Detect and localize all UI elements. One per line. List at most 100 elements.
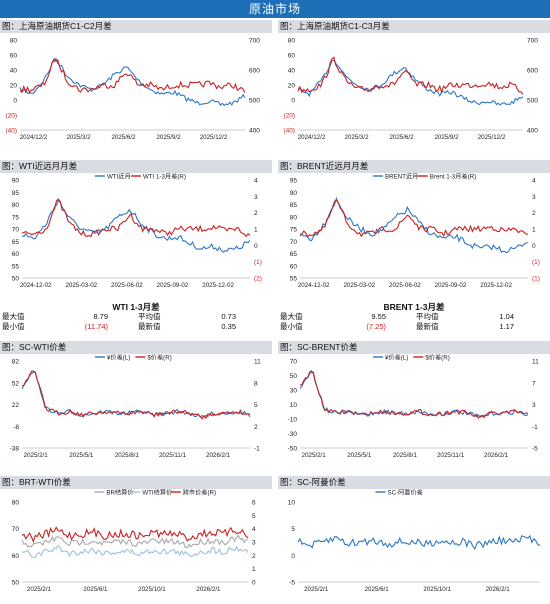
y-tick-label-left: 50 [290,373,298,380]
y-tick-label-right: 500 [527,98,538,105]
y-tick-label-right: 6 [252,500,256,507]
table-cell: 0.73 [221,312,236,321]
y-tick-label-right: 5 [252,513,256,520]
y-tick-label-right: 3 [252,540,256,547]
y-tick-label-left: 60 [12,251,20,258]
y-tick-label-right: 1 [532,227,536,234]
table-row: 最小值 (7.25) 最新值 1.17 [278,322,550,332]
x-tick-label: 2026/2/1 [206,452,231,459]
table-cell: 1.17 [499,322,514,331]
y-tick-label-right: 8 [254,380,258,387]
x-tick-label: 2026/2/1 [484,452,509,459]
table-cell: 最新值 [138,322,161,331]
table-row: 最小值 (11.74) 最新值 0.35 [0,322,272,332]
y-tick-label-right: 11 [532,359,539,366]
chart-sc-oman: 10 5 0 -5 2025/2/1 2025/6/1 2025/10/1 2026/2/1 S… [288,489,541,593]
table-cell: (7.25) [366,322,386,331]
table-cell: (11.74) [84,322,108,331]
y-tick-label-left: 90 [290,190,298,197]
legend-label: 跨市价差(R) [183,489,216,497]
table-cell: 9.55 [371,312,386,321]
y-tick-label-left: 85 [12,190,20,197]
y-tick-label-left: (20) [5,113,17,120]
x-tick-label: 2025/2/1 [302,452,327,459]
series-line [21,198,251,238]
y-tick-label-left: -50 [288,446,298,453]
y-tick-label-right: 400 [527,128,538,135]
y-tick-label-right: 2 [532,210,536,217]
x-tick-label: 2024/12/2 [298,134,326,141]
y-tick-label-left: 10 [288,500,296,507]
y-tick-label-right: 0 [532,243,536,250]
brent-table-title: BRENT 1-3月差 [383,302,445,312]
y-tick-label-left: 70 [12,227,20,234]
table-cell: 最小值 [2,322,25,331]
y-tick-label-right: 700 [527,38,538,45]
y-tick-label-left: 55 [290,276,298,283]
x-tick-label: 2026/2/1 [486,586,511,593]
y-tick-label-left: 20 [288,83,296,90]
x-tick-label: 2025-12-02 [202,282,234,289]
x-tick-label: 2025/8/1 [115,452,140,459]
y-tick-label-left: 0 [291,98,295,105]
table-cell: 平均值 [416,312,439,321]
table-cell: 平均值 [138,312,161,321]
y-tick-label-right: (2) [254,276,262,283]
x-tick-label: 2025/3/2 [344,134,369,141]
chart-sc-c1c3: 80 60 40 20 0 (20) (40) 700 600 500 400 2024/12/2 20… [283,38,538,142]
y-tick-label-left: 0 [291,553,295,560]
y-tick-label-left: 10 [290,402,298,409]
legend-label: Brent 1-3月差(R) [430,173,476,181]
y-tick-label-left: 80 [12,500,20,507]
x-tick-label: 2024-12-02 [298,282,330,289]
y-tick-label-left: 90 [12,178,20,185]
panel-title-sc-c1c2: 图：上海原油期货C1-C2月差 [0,20,272,33]
chart-wti-spread: 90 85 80 75 70 65 60 55 50 4 3 2 1 0 (1) (2) 2024-12-02 2… [12,173,262,290]
x-tick-label: 2024/12/2 [20,134,48,141]
x-tick-label: 2025/9/2 [434,134,459,141]
y-tick-label-right: 700 [249,38,260,45]
y-tick-label-right: 400 [249,128,260,135]
x-tick-label: 2025/11/1 [437,452,465,459]
x-tick-label: 2025-06-02 [389,282,421,289]
y-tick-label-left: (40) [283,128,295,135]
y-tick-label-right: 2 [254,210,258,217]
y-tick-label-left: 5 [291,526,295,533]
table-cell: 最大值 [2,312,25,321]
y-tick-label-right: 600 [249,68,260,75]
y-tick-label-right: 0 [252,580,256,587]
series-line [21,199,251,253]
x-tick-label: 2025/8/1 [393,452,418,459]
series-line [21,534,249,549]
y-tick-label-left: -10 [288,417,298,424]
y-tick-label-right: (1) [254,259,262,266]
y-tick-label-left: 60 [12,553,20,560]
y-tick-label-right: 3 [254,194,258,201]
y-tick-label-left: 60 [288,53,296,60]
y-tick-label-left: 50 [12,580,20,587]
x-tick-label: 2025/10/1 [138,586,166,593]
y-tick-label-right: (1) [532,276,540,283]
y-tick-label-right: 0 [254,243,258,250]
x-tick-label: 2026/2/1 [196,586,221,593]
y-tick-label-left: 60 [290,263,298,270]
x-tick-label: 2025/5/1 [69,452,94,459]
y-tick-label-left: -8 [13,424,19,431]
y-tick-label-left: 60 [10,53,18,60]
series-line [21,544,249,558]
y-tick-label-left: 65 [290,251,298,258]
series-line [299,196,529,254]
x-tick-label: 2025/9/2 [156,134,181,141]
legend-label: $价差(R) [147,354,171,362]
y-tick-label-left: 22 [12,402,20,409]
y-tick-label-left: -5 [289,580,295,587]
x-tick-label: 2025/6/1 [365,586,390,593]
y-tick-label-left: (40) [5,128,17,135]
table-row: 最大值 8.79 平均值 0.73 [0,312,272,322]
y-tick-label-left: 0 [13,98,17,105]
chart-brent-spread: 95 90 85 80 75 70 65 60 55 4 3 2 1 0 (1) (1) 2024-12-02 2… [290,173,540,290]
legend-label: ¥价差(L) [107,354,130,362]
y-tick-label-left: 40 [10,68,18,75]
x-tick-label: 2025-12-02 [480,282,512,289]
